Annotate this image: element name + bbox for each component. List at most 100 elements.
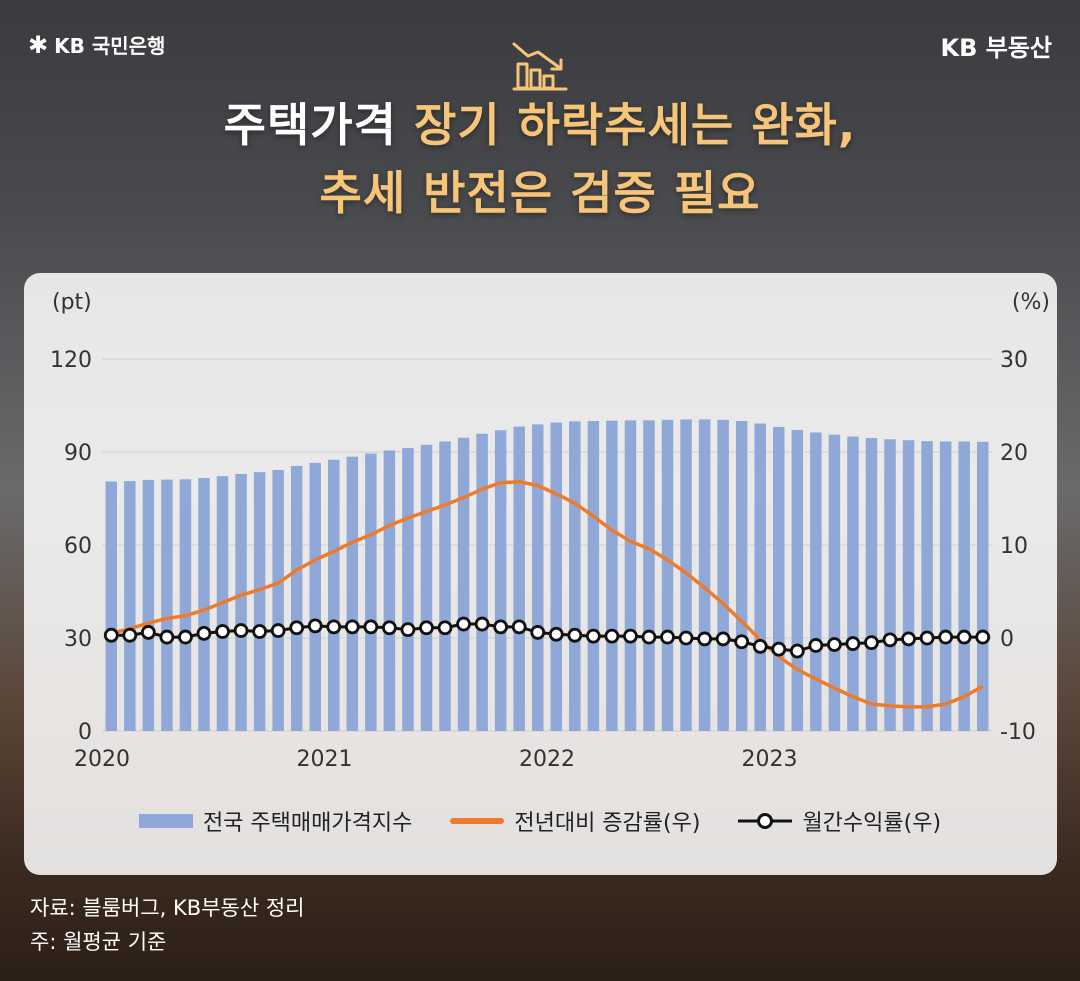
right-tick-label: 20 [1000,441,1028,466]
marker-monthly-2020-08 [233,623,249,638]
marker-monthly-2023-04 [826,637,842,652]
marker-monthly-2021-06 [419,620,434,636]
bar-index-2022-05 [624,420,637,731]
marker-monthly-2020-05 [178,629,193,645]
left-tick-label: 0 [78,720,92,745]
marker-monthly-2022-04 [604,628,620,644]
bar-index-2022-04 [606,420,618,731]
bar-index-2020-09 [253,472,266,731]
bar-index-2021-05 [402,447,414,731]
left-tick-label: 60 [64,534,92,559]
marker-monthly-2020-11 [289,620,305,636]
bar-index-2020-04 [161,479,173,731]
bar-index-2022-06 [643,420,655,731]
bar-index-2022-08 [680,419,692,731]
marker-monthly-2023-02 [789,643,805,659]
bar-index-2023-01 [773,426,785,731]
bar-index-2023-08 [902,440,915,731]
bar-index-2023-07 [884,439,896,731]
title-accent-part: 장기 하락추세는 완화, [413,98,857,152]
right-tick-label: 30 [1000,348,1028,373]
marker-monthly-2023-07 [882,632,898,648]
bar-index-2020-12 [309,462,321,731]
right-axis-unit: (%) [1012,290,1050,315]
marker-monthly-2023-01 [771,641,787,657]
title-white-part: 주택가격 [223,98,397,152]
legend-label-monthly: 월간수익률(우) [802,811,942,836]
brand-left-label: KB 국민은행 [54,34,166,58]
marker-monthly-2021-12 [530,625,546,640]
marker-monthly-2021-11 [511,619,527,635]
bar-index-2020-08 [235,474,247,731]
left-tick-label: 120 [50,348,92,373]
bar-index-2023-05 [847,436,859,731]
left-axis-unit: (pt) [52,290,92,315]
bar-index-2023-09 [921,441,933,731]
marker-monthly-2023-11 [956,629,972,645]
marker-monthly-2021-07 [437,620,453,636]
bar-index-2020-06 [198,478,210,731]
marker-monthly-2022-09 [697,631,713,647]
basis-note: 주: 월평균 기준 [30,930,167,954]
legend-item-yoy: 전년대비 증감률(우) [450,805,700,837]
marker-monthly-2022-11 [734,634,750,650]
bar-index-2022-11 [735,421,748,731]
kb-kookmin-logo: ✱ KB 국민은행 [28,30,165,59]
bar-index-2020-11 [290,465,303,731]
bar-index-2022-02 [569,421,581,731]
bar-index-2022-09 [698,419,711,731]
bar-index-2021-06 [420,444,433,731]
bar-index-2022-07 [661,419,674,731]
marker-monthly-2022-12 [752,638,768,654]
bar-index-2021-11 [513,426,525,731]
bar-index-2023-11 [958,441,970,731]
marker-monthly-2020-04 [159,629,175,645]
bar-index-2021-10 [494,430,507,731]
marker-monthly-2021-05 [400,622,416,638]
marker-monthly-2020-03 [140,625,156,640]
right-tick-label: 0 [1000,627,1014,652]
marker-monthly-2022-02 [567,627,583,643]
bar-index-2022-10 [717,419,729,731]
marker-monthly-2020-07 [215,624,230,639]
legend-swatch-bar [138,814,193,828]
bar-index-2022-01 [550,422,563,731]
marker-monthly-2022-05 [623,628,638,644]
marker-monthly-2020-06 [196,625,212,641]
source-note: 자료: 블룸버그, KB부동산 정리 [30,896,305,920]
marker-monthly-2020-02 [122,627,138,643]
bar-index-2023-03 [810,432,822,731]
bar-index-2021-03 [365,453,377,731]
right-tick-label: 10 [1000,534,1028,559]
bar-index-2022-03 [587,421,600,731]
left-tick-label: 90 [64,441,92,466]
kb-star-icon: ✱ [28,30,49,59]
page-title-line1: 주택가격 장기 하락추세는 완화, [0,98,1080,153]
legend-swatch-marker-line [738,813,793,829]
bar-index-2020-02 [124,481,136,731]
bar-index-2020-10 [272,469,284,731]
marker-monthly-2021-10 [493,619,509,635]
marker-monthly-2021-01 [326,619,342,635]
bar-index-2021-07 [439,441,451,731]
marker-monthly-2022-08 [678,630,694,646]
marker-monthly-2022-06 [641,629,657,645]
marker-monthly-2023-10 [938,629,954,645]
bar-index-2021-02 [346,456,359,731]
marker-monthly-2021-09 [474,616,490,632]
x-tick-label: 2021 [297,747,353,772]
marker-monthly-2023-06 [864,635,879,651]
marker-monthly-2021-03 [363,619,379,635]
legend-swatch-line [450,818,505,824]
marker-monthly-2023-05 [845,636,861,651]
bar-index-2021-04 [383,450,396,731]
bar-index-2022-12 [754,423,766,731]
declining-bar-chart-icon [512,42,568,91]
bar-index-2021-12 [531,424,544,731]
bar-index-2023-06 [865,438,878,731]
x-tick-label: 2022 [519,747,575,772]
marker-monthly-2020-10 [270,623,286,638]
marker-monthly-2022-01 [548,626,564,642]
legend-label-index: 전국 주택매매가격지수 [202,811,413,836]
